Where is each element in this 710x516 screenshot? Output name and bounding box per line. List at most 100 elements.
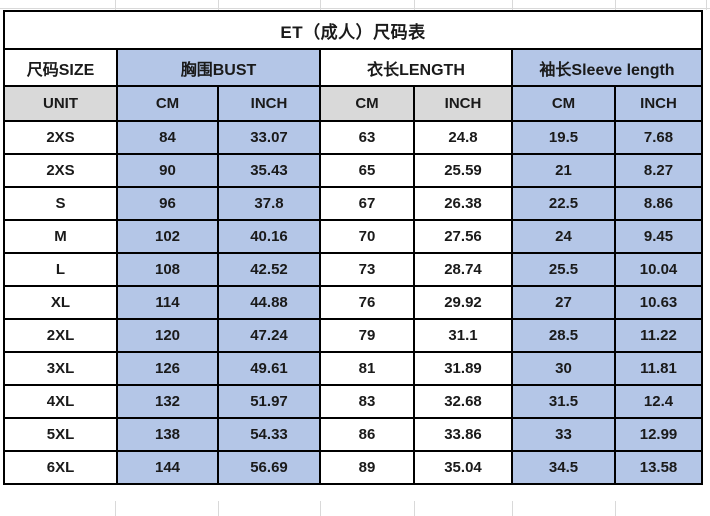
size-cell: 4XL: [3, 384, 118, 419]
length-inch-cell: 35.04: [413, 450, 513, 485]
bust-inch-cell: 47.24: [217, 318, 321, 353]
size-chart-table: ET（成人）尺码表 尺码SIZE 胸围BUST 衣长LENGTH 袖长Sleev…: [2, 10, 704, 485]
bust-inch-cell: 37.8: [217, 186, 321, 221]
sleeve-cm-cell: 25.5: [511, 252, 616, 287]
table-row: 4XL 132 51.97 83 32.68 31.5 12.4: [3, 384, 704, 419]
bust-inch-cell: 40.16: [217, 219, 321, 254]
unit-length-cm: CM: [319, 85, 415, 122]
gridline-tick: [615, 0, 616, 10]
sleeve-inch-cell: 8.27: [613, 153, 704, 188]
table-row: 2XS 84 33.07 63 24.8 19.5 7.68: [3, 120, 704, 155]
table-unit-row: UNIT CM INCH CM INCH CM INCH: [3, 85, 704, 122]
length-cm-cell: 79: [319, 318, 415, 353]
unit-sleeve-inch: INCH: [613, 85, 704, 122]
sleeve-inch-cell: 13.58: [613, 450, 704, 485]
length-cm-cell: 81: [319, 351, 415, 386]
gridline-tick: [115, 501, 116, 516]
bust-cm-cell: 114: [116, 285, 219, 320]
length-inch-cell: 26.38: [413, 186, 513, 221]
unit-bust-inch: INCH: [217, 85, 321, 122]
bust-inch-cell: 49.61: [217, 351, 321, 386]
bust-cm-cell: 120: [116, 318, 219, 353]
unit-sleeve-cm: CM: [511, 85, 616, 122]
sleeve-cm-cell: 19.5: [511, 120, 616, 155]
length-cm-cell: 73: [319, 252, 415, 287]
length-inch-cell: 27.56: [413, 219, 513, 254]
sleeve-cm-cell: 28.5: [511, 318, 616, 353]
length-cm-cell: 70: [319, 219, 415, 254]
bust-cm-cell: 108: [116, 252, 219, 287]
length-cm-cell: 89: [319, 450, 415, 485]
gridline-tick: [512, 0, 513, 10]
bust-inch-cell: 51.97: [217, 384, 321, 419]
table-row: XL 114 44.88 76 29.92 27 10.63: [3, 285, 704, 320]
length-cm-cell: 63: [319, 120, 415, 155]
sleeve-cm-cell: 24: [511, 219, 616, 254]
size-cell: XL: [3, 285, 118, 320]
table-row: 5XL 138 54.33 86 33.86 33 12.99: [3, 417, 704, 452]
bust-inch-cell: 44.88: [217, 285, 321, 320]
size-cell: S: [3, 186, 118, 221]
table-row: 2XL 120 47.24 79 31.1 28.5 11.22: [3, 318, 704, 353]
table-row: L 108 42.52 73 28.74 25.5 10.04: [3, 252, 704, 287]
length-inch-cell: 24.8: [413, 120, 513, 155]
length-cm-cell: 83: [319, 384, 415, 419]
column-header-size: 尺码SIZE: [3, 48, 118, 87]
bust-inch-cell: 33.07: [217, 120, 321, 155]
gridline-tick: [218, 0, 219, 10]
bust-inch-cell: 56.69: [217, 450, 321, 485]
gridline-tick: [512, 501, 513, 516]
unit-label: UNIT: [3, 85, 118, 122]
bust-cm-cell: 90: [116, 153, 219, 188]
length-cm-cell: 67: [319, 186, 415, 221]
sleeve-inch-cell: 10.63: [613, 285, 704, 320]
length-inch-cell: 33.86: [413, 417, 513, 452]
bust-cm-cell: 132: [116, 384, 219, 419]
table-row: S 96 37.8 67 26.38 22.5 8.86: [3, 186, 704, 221]
sleeve-inch-cell: 10.04: [613, 252, 704, 287]
length-inch-cell: 28.74: [413, 252, 513, 287]
size-cell: 2XL: [3, 318, 118, 353]
sleeve-cm-cell: 30: [511, 351, 616, 386]
size-cell: L: [3, 252, 118, 287]
size-cell: 6XL: [3, 450, 118, 485]
sleeve-inch-cell: 8.86: [613, 186, 704, 221]
gridline-tick: [414, 501, 415, 516]
table-row: M 102 40.16 70 27.56 24 9.45: [3, 219, 704, 254]
size-cell: 3XL: [3, 351, 118, 386]
bust-cm-cell: 126: [116, 351, 219, 386]
column-header-sleeve: 袖长Sleeve length: [510, 48, 704, 87]
table-row: 2XS 90 35.43 65 25.59 21 8.27: [3, 153, 704, 188]
sleeve-cm-cell: 34.5: [511, 450, 616, 485]
gridline-tick: [320, 0, 321, 10]
gridline-tick: [320, 501, 321, 516]
bust-cm-cell: 144: [116, 450, 219, 485]
sleeve-cm-cell: 21: [511, 153, 616, 188]
unit-length-inch: INCH: [413, 85, 513, 122]
sleeve-cm-cell: 27: [511, 285, 616, 320]
bust-inch-cell: 42.52: [217, 252, 321, 287]
table-title: ET（成人）尺码表: [2, 10, 704, 50]
sleeve-inch-cell: 12.99: [613, 417, 704, 452]
table-row: 6XL 144 56.69 89 35.04 34.5 13.58: [3, 450, 704, 485]
length-inch-cell: 32.68: [413, 384, 513, 419]
column-header-length: 衣长LENGTH: [319, 48, 513, 87]
sleeve-inch-cell: 12.4: [613, 384, 704, 419]
unit-bust-cm: CM: [116, 85, 219, 122]
size-cell: 2XS: [3, 120, 118, 155]
table-header-row: 尺码SIZE 胸围BUST 衣长LENGTH 袖长Sleeve length: [3, 48, 704, 87]
sleeve-inch-cell: 7.68: [613, 120, 704, 155]
length-inch-cell: 25.59: [413, 153, 513, 188]
gridline-tick: [115, 0, 116, 10]
gridline-tick: [218, 501, 219, 516]
column-header-bust: 胸围BUST: [116, 48, 321, 87]
length-inch-cell: 31.1: [413, 318, 513, 353]
length-inch-cell: 29.92: [413, 285, 513, 320]
gridline-top: [0, 8, 710, 9]
gridline-tick: [615, 501, 616, 516]
size-cell: 5XL: [3, 417, 118, 452]
table-title-row: ET（成人）尺码表: [2, 10, 704, 50]
length-cm-cell: 76: [319, 285, 415, 320]
bust-inch-cell: 54.33: [217, 417, 321, 452]
